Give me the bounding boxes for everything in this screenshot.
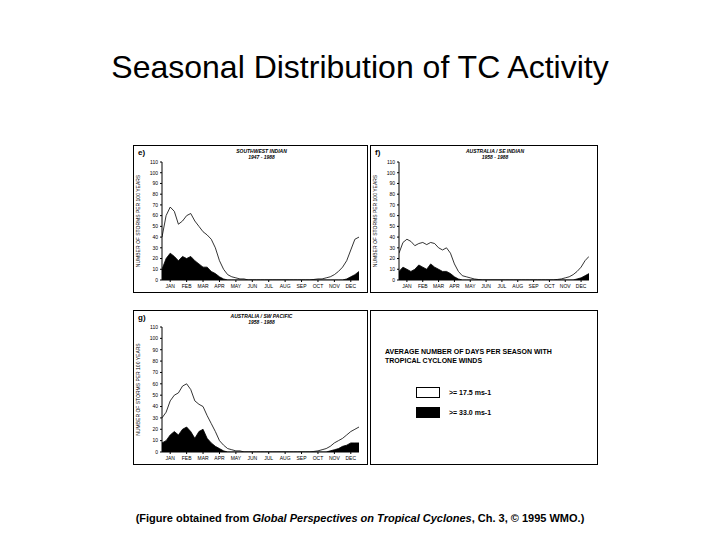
svg-text:JAN: JAN	[165, 283, 175, 289]
svg-text:OCT: OCT	[544, 283, 555, 289]
svg-text:80: 80	[389, 191, 395, 197]
svg-text:30: 30	[152, 415, 158, 421]
svg-text:50: 50	[152, 392, 158, 398]
svg-text:JUN: JUN	[247, 455, 257, 461]
svg-text:APR: APR	[449, 283, 460, 289]
html-text:AUSTRALIA / SW PACIFIC: AUSTRALIA / SW PACIFIC	[230, 313, 293, 319]
svg-text:MAR: MAR	[197, 283, 209, 289]
svg-text:FEB: FEB	[182, 283, 192, 289]
svg-text:NUMBER OF STORMS PER 100 YEARS: NUMBER OF STORMS PER 100 YEARS	[372, 174, 378, 267]
svg-text:60: 60	[389, 212, 395, 218]
svg-text:NOV: NOV	[329, 283, 341, 289]
svg-text:FEB: FEB	[182, 455, 192, 461]
svg-text:70: 70	[389, 202, 395, 208]
html-text:>= 17.5 ms-1: >= 17.5 ms-1	[449, 389, 491, 396]
svg-text:20: 20	[152, 255, 158, 261]
svg-text:80: 80	[152, 191, 158, 197]
svg-text:20: 20	[389, 255, 395, 261]
svg-text:DEC: DEC	[576, 283, 587, 289]
html-text:1958 - 1988: 1958 - 1988	[481, 154, 509, 160]
svg-text:APR: APR	[214, 455, 225, 461]
svg-text:10: 10	[389, 266, 395, 272]
svg-text:100: 100	[387, 170, 396, 176]
html-text:SOUTHWEST INDIAN: SOUTHWEST INDIAN	[236, 148, 287, 154]
svg-text:10: 10	[152, 266, 158, 272]
html-text:>= 33.0 ms-1: >= 33.0 ms-1	[449, 409, 491, 416]
html-text:AVERAGE NUMBER OF DAYS PER SEA: AVERAGE NUMBER OF DAYS PER SEASON WITH T…	[385, 348, 552, 364]
svg-text:0: 0	[155, 277, 158, 283]
svg-text:JUN: JUN	[481, 283, 491, 289]
svg-text:0: 0	[392, 277, 395, 283]
svg-text:60: 60	[152, 381, 158, 387]
svg-text:40: 40	[389, 234, 395, 240]
html-text:(Figure obtained from Global P: (Figure obtained from Global Perspective…	[135, 512, 585, 524]
svg-text:MAY: MAY	[465, 283, 476, 289]
svg-text:40: 40	[152, 403, 158, 409]
svg-text:70: 70	[152, 369, 158, 375]
svg-text:AUG: AUG	[280, 455, 291, 461]
svg-text:APR: APR	[214, 283, 225, 289]
svg-text:100: 100	[150, 170, 159, 176]
svg-text:90: 90	[152, 347, 158, 353]
svg-text:JUL: JUL	[264, 283, 273, 289]
svg-text:30: 30	[152, 245, 158, 251]
svg-text:110: 110	[387, 159, 395, 165]
svg-text:MAY: MAY	[231, 455, 242, 461]
html-text:g): g)	[138, 313, 146, 322]
svg-text:90: 90	[152, 180, 158, 186]
svg-text:80: 80	[152, 358, 158, 364]
svg-text:JAN: JAN	[165, 455, 175, 461]
svg-text:JUL: JUL	[497, 283, 506, 289]
svg-text:SEP: SEP	[297, 455, 308, 461]
svg-text:SEP: SEP	[297, 283, 308, 289]
svg-text:110: 110	[150, 159, 158, 165]
svg-text:100: 100	[150, 335, 159, 341]
html-text:Seasonal Distribution of TC Ac: Seasonal Distribution of TC Activity	[111, 49, 609, 85]
svg-text:NUMBER OF STORMS PER 100 YEARS: NUMBER OF STORMS PER 100 YEARS	[135, 343, 141, 436]
svg-text:70: 70	[152, 202, 158, 208]
svg-text:OCT: OCT	[313, 455, 324, 461]
svg-text:NUMBER OF STORMS PER 100 YEARS: NUMBER OF STORMS PER 100 YEARS	[135, 174, 141, 267]
html-text:1947 - 1988: 1947 - 1988	[248, 154, 275, 160]
svg-text:SEP: SEP	[529, 283, 540, 289]
svg-text:DEC: DEC	[346, 283, 357, 289]
svg-text:MAY: MAY	[231, 283, 242, 289]
svg-text:50: 50	[389, 223, 395, 229]
svg-text:AUG: AUG	[280, 283, 291, 289]
svg-text:10: 10	[152, 437, 158, 443]
svg-text:NOV: NOV	[560, 283, 572, 289]
svg-text:60: 60	[152, 212, 158, 218]
svg-text:DEC: DEC	[346, 455, 357, 461]
svg-text:30: 30	[389, 245, 395, 251]
svg-text:FEB: FEB	[418, 283, 428, 289]
svg-text:110: 110	[150, 324, 158, 330]
svg-text:40: 40	[152, 234, 158, 240]
html-text:1958 - 1988: 1958 - 1988	[248, 319, 275, 325]
svg-text:MAR: MAR	[197, 455, 209, 461]
svg-text:0: 0	[155, 449, 158, 455]
svg-text:JUL: JUL	[264, 455, 273, 461]
svg-text:OCT: OCT	[313, 283, 324, 289]
svg-text:20: 20	[152, 426, 158, 432]
html-text:AUSTRALIA / SE INDIAN: AUSTRALIA / SE INDIAN	[465, 148, 525, 154]
svg-text:JAN: JAN	[402, 283, 412, 289]
svg-text:MAR: MAR	[433, 283, 445, 289]
html-text:f): f)	[375, 148, 381, 157]
svg-text:NOV: NOV	[329, 455, 341, 461]
html-text:e): e)	[138, 148, 146, 157]
svg-text:90: 90	[389, 180, 395, 186]
svg-text:50: 50	[152, 223, 158, 229]
svg-text:AUG: AUG	[512, 283, 523, 289]
svg-text:JUN: JUN	[247, 283, 257, 289]
